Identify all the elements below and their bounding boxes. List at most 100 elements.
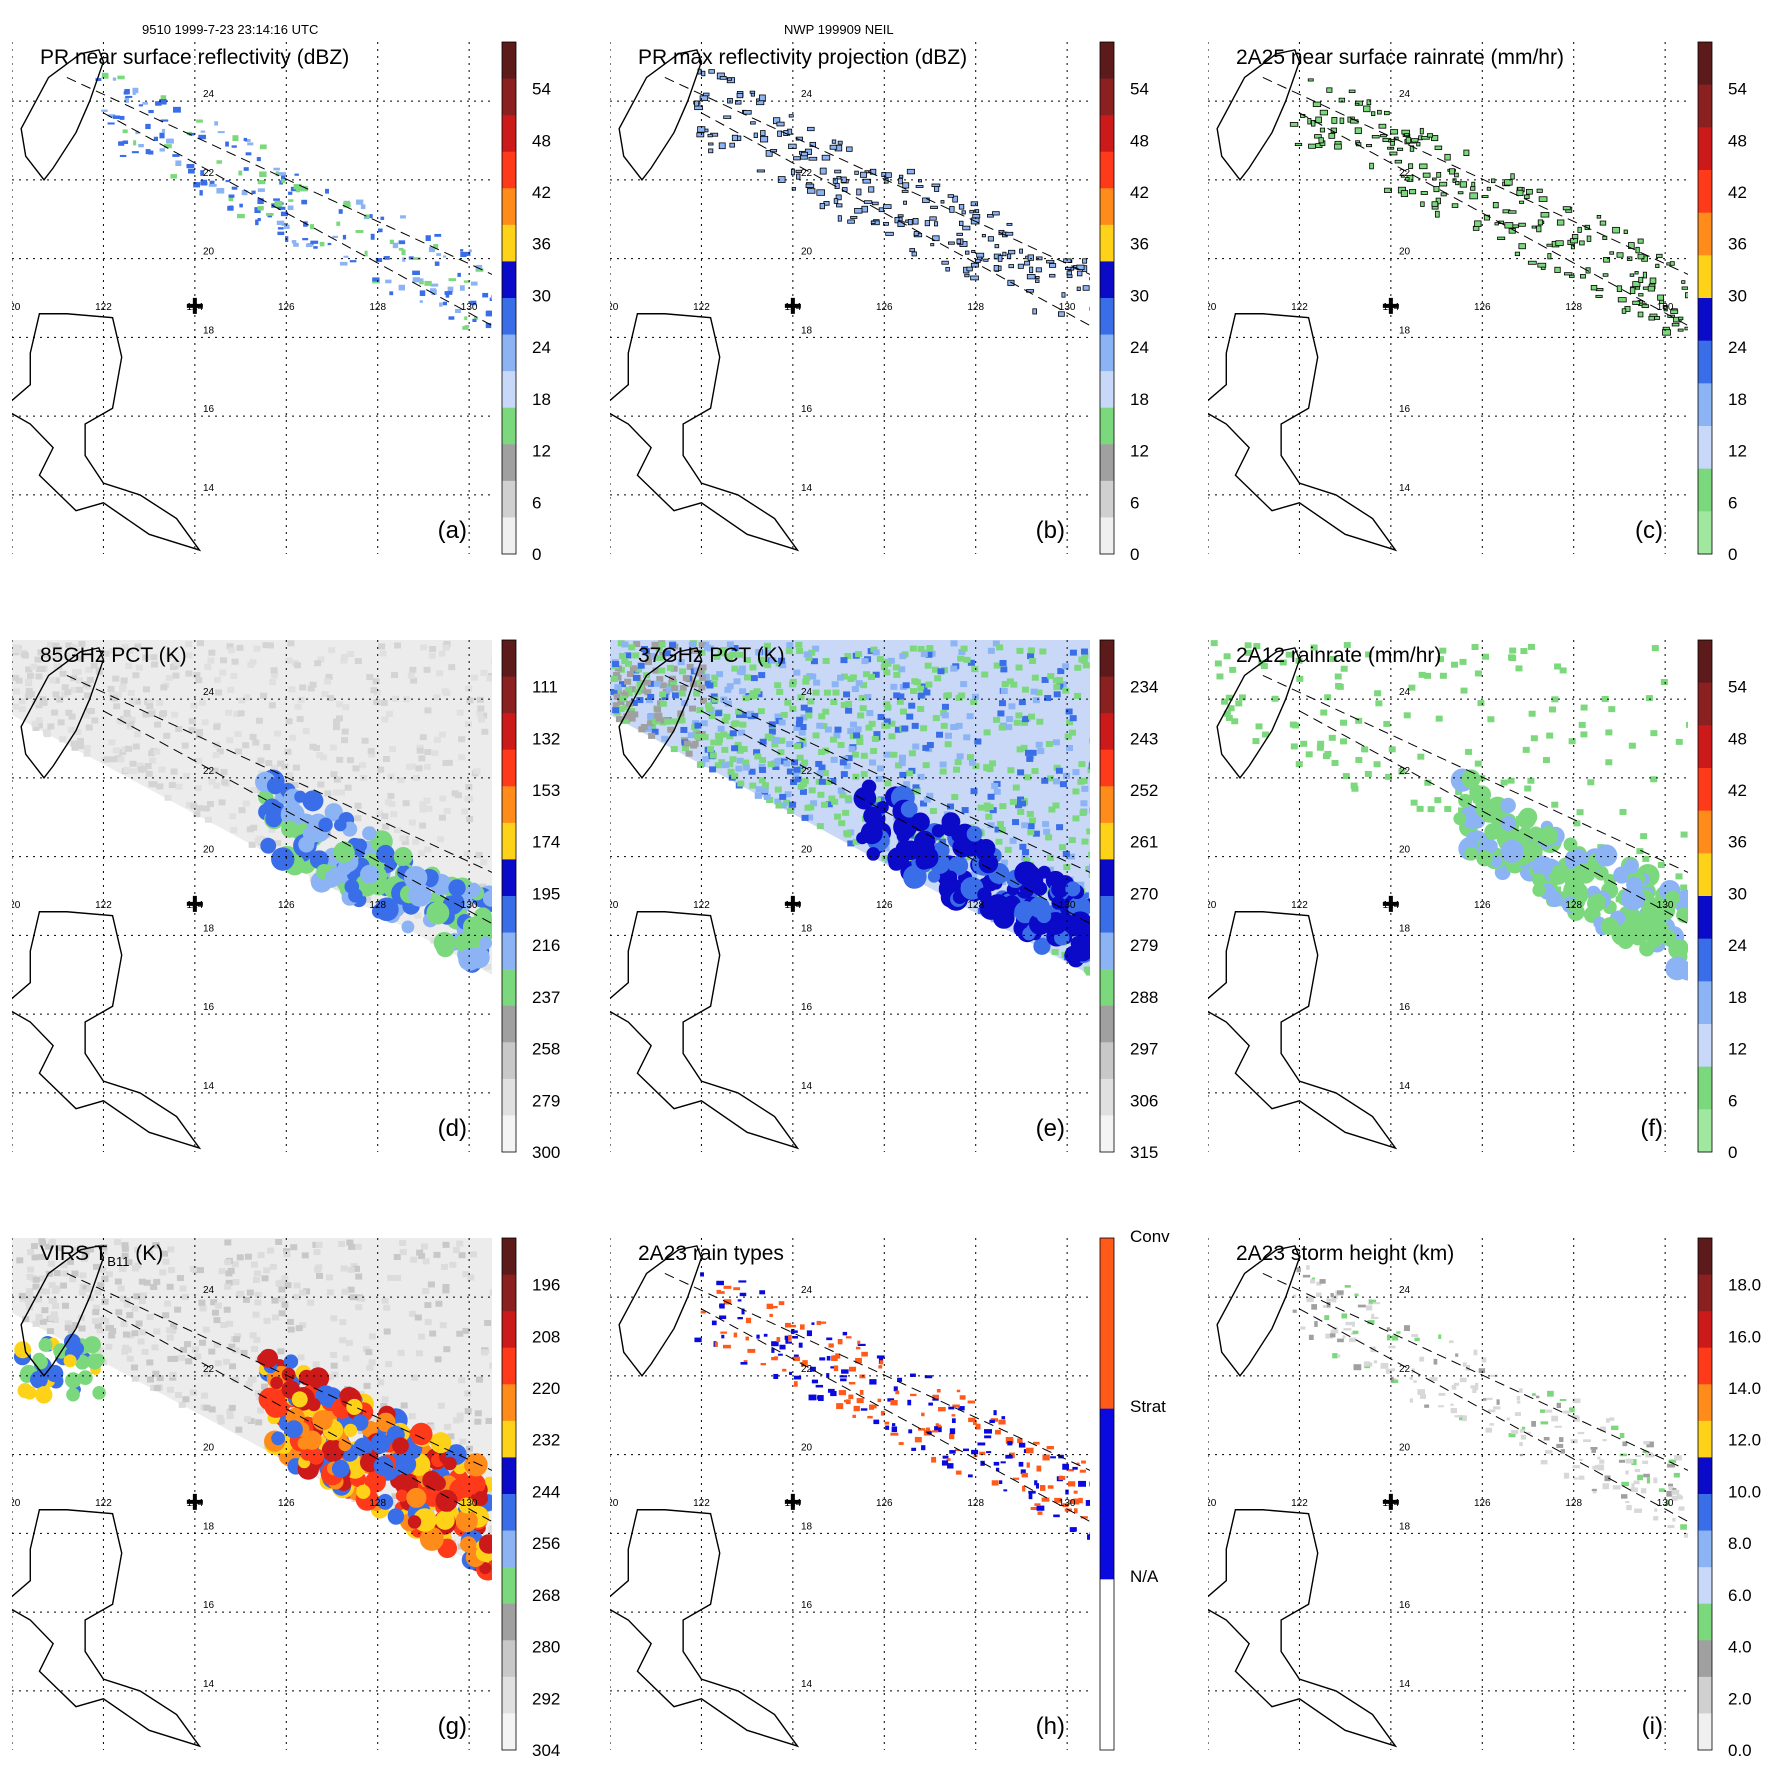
rain-pixel bbox=[769, 1313, 773, 1317]
rain-pixel bbox=[1078, 1480, 1087, 1487]
swath-pixel bbox=[617, 640, 625, 647]
swath-pixel bbox=[1008, 703, 1016, 710]
rain-pixel bbox=[342, 234, 347, 240]
swath-pixel bbox=[287, 1326, 295, 1333]
swath-pixel bbox=[99, 1316, 107, 1323]
swath-pixel bbox=[199, 1339, 207, 1346]
swath-pixel bbox=[328, 647, 336, 654]
rain-pixel bbox=[1343, 1328, 1352, 1331]
swath-pixel bbox=[368, 751, 376, 758]
rain-pixel bbox=[389, 239, 394, 245]
storm-cell bbox=[464, 1452, 488, 1477]
rain-pixel bbox=[1292, 1294, 1297, 1298]
swath-pixel bbox=[15, 677, 23, 684]
swath-pixel bbox=[778, 657, 786, 664]
rain-pixel bbox=[793, 156, 801, 161]
rain-pixel bbox=[1459, 181, 1468, 188]
storm-cell bbox=[1665, 956, 1688, 981]
coastline-luzon bbox=[12, 911, 202, 1150]
colorbar-segment bbox=[1100, 517, 1114, 555]
swath-pixel bbox=[1062, 687, 1070, 694]
rain-pixel bbox=[970, 275, 979, 281]
rain-pixel bbox=[1018, 1442, 1026, 1448]
swath-pixel bbox=[268, 826, 276, 833]
colorbar-segment bbox=[502, 676, 516, 714]
rain-pixel bbox=[1037, 1511, 1043, 1515]
rain-pixel bbox=[1678, 316, 1684, 321]
swath-pixel bbox=[822, 708, 830, 715]
storm-cell bbox=[1586, 894, 1606, 913]
rain-pixel bbox=[1363, 1361, 1370, 1367]
swath-pixel bbox=[234, 731, 242, 738]
swath-pixel bbox=[281, 1301, 289, 1308]
swath-pixel bbox=[1000, 688, 1008, 695]
rain-pixel bbox=[1486, 1397, 1493, 1400]
rain-pixel bbox=[1414, 1337, 1420, 1342]
swath-pixel bbox=[302, 728, 310, 735]
lon-label: 128 bbox=[369, 302, 386, 313]
swath-pixel bbox=[786, 642, 794, 649]
swath-pixel bbox=[944, 732, 952, 739]
swath-pixel bbox=[1062, 850, 1070, 857]
rain-pixel bbox=[1080, 1516, 1088, 1519]
swath-pixel bbox=[824, 779, 832, 786]
swath-pixel bbox=[839, 759, 847, 766]
swath-pixel bbox=[920, 651, 928, 658]
rain-pixel bbox=[759, 1290, 766, 1295]
swath-pixel bbox=[651, 728, 659, 735]
lat-label: 14 bbox=[203, 1081, 215, 1092]
swath-pixel bbox=[1026, 810, 1034, 817]
rain-pixel bbox=[979, 1451, 986, 1456]
swath-pixel bbox=[1065, 708, 1073, 715]
swath-pixel bbox=[381, 716, 389, 723]
swath-pixel bbox=[100, 1244, 108, 1251]
rain-pixel bbox=[1389, 141, 1395, 146]
swath-pixel bbox=[142, 711, 150, 718]
swath-pixel bbox=[85, 724, 93, 731]
rain-pixel bbox=[819, 167, 827, 175]
rain-pixel bbox=[758, 94, 766, 102]
rain-pixel bbox=[1294, 142, 1303, 146]
lon-label: 128 bbox=[1565, 900, 1582, 911]
swath-pixel bbox=[466, 816, 474, 823]
rain-pixel bbox=[743, 110, 752, 115]
storm-cell bbox=[270, 1376, 283, 1390]
lat-label: 20 bbox=[1399, 247, 1411, 258]
swath-pixel bbox=[1017, 769, 1025, 776]
storm-cell bbox=[1458, 793, 1473, 808]
swath-pixel bbox=[330, 1362, 338, 1369]
swath-pixel bbox=[77, 655, 85, 662]
colorbar-segment bbox=[1698, 1494, 1712, 1532]
swath-pixel bbox=[253, 1336, 261, 1343]
swath-pixel bbox=[619, 652, 627, 659]
storm-cell bbox=[298, 836, 315, 853]
colorbar-segment bbox=[1698, 468, 1712, 512]
swath-pixel bbox=[196, 805, 204, 812]
swath-pixel bbox=[785, 648, 793, 655]
swath-pixel bbox=[437, 1402, 445, 1409]
colorbar-label: 132 bbox=[532, 729, 560, 748]
storm-cell bbox=[430, 1475, 446, 1491]
swath-pixel bbox=[238, 807, 246, 814]
swath-pixel bbox=[338, 1240, 346, 1247]
rain-pixel bbox=[148, 150, 154, 155]
swath-pixel bbox=[894, 726, 902, 733]
swath-pixel bbox=[467, 1274, 475, 1281]
rain-pixel bbox=[1337, 1338, 1344, 1343]
swath-pixel bbox=[939, 761, 947, 768]
swath-pixel bbox=[888, 733, 896, 740]
colorbar-label: 48 bbox=[1728, 131, 1747, 150]
swath-pixel bbox=[615, 716, 623, 723]
swath-pixel bbox=[764, 662, 772, 669]
rain-pixel bbox=[880, 1410, 885, 1416]
swath-pixel bbox=[735, 765, 743, 772]
rain-pixel bbox=[708, 69, 715, 74]
rain-pixel bbox=[1324, 1315, 1330, 1321]
swath-pixel bbox=[861, 658, 869, 665]
swath-pixel bbox=[746, 710, 754, 717]
storm-cell bbox=[1476, 850, 1493, 867]
rain-pixel bbox=[1591, 1448, 1597, 1453]
swath-pixel bbox=[260, 692, 268, 699]
swath-pixel bbox=[934, 675, 942, 682]
